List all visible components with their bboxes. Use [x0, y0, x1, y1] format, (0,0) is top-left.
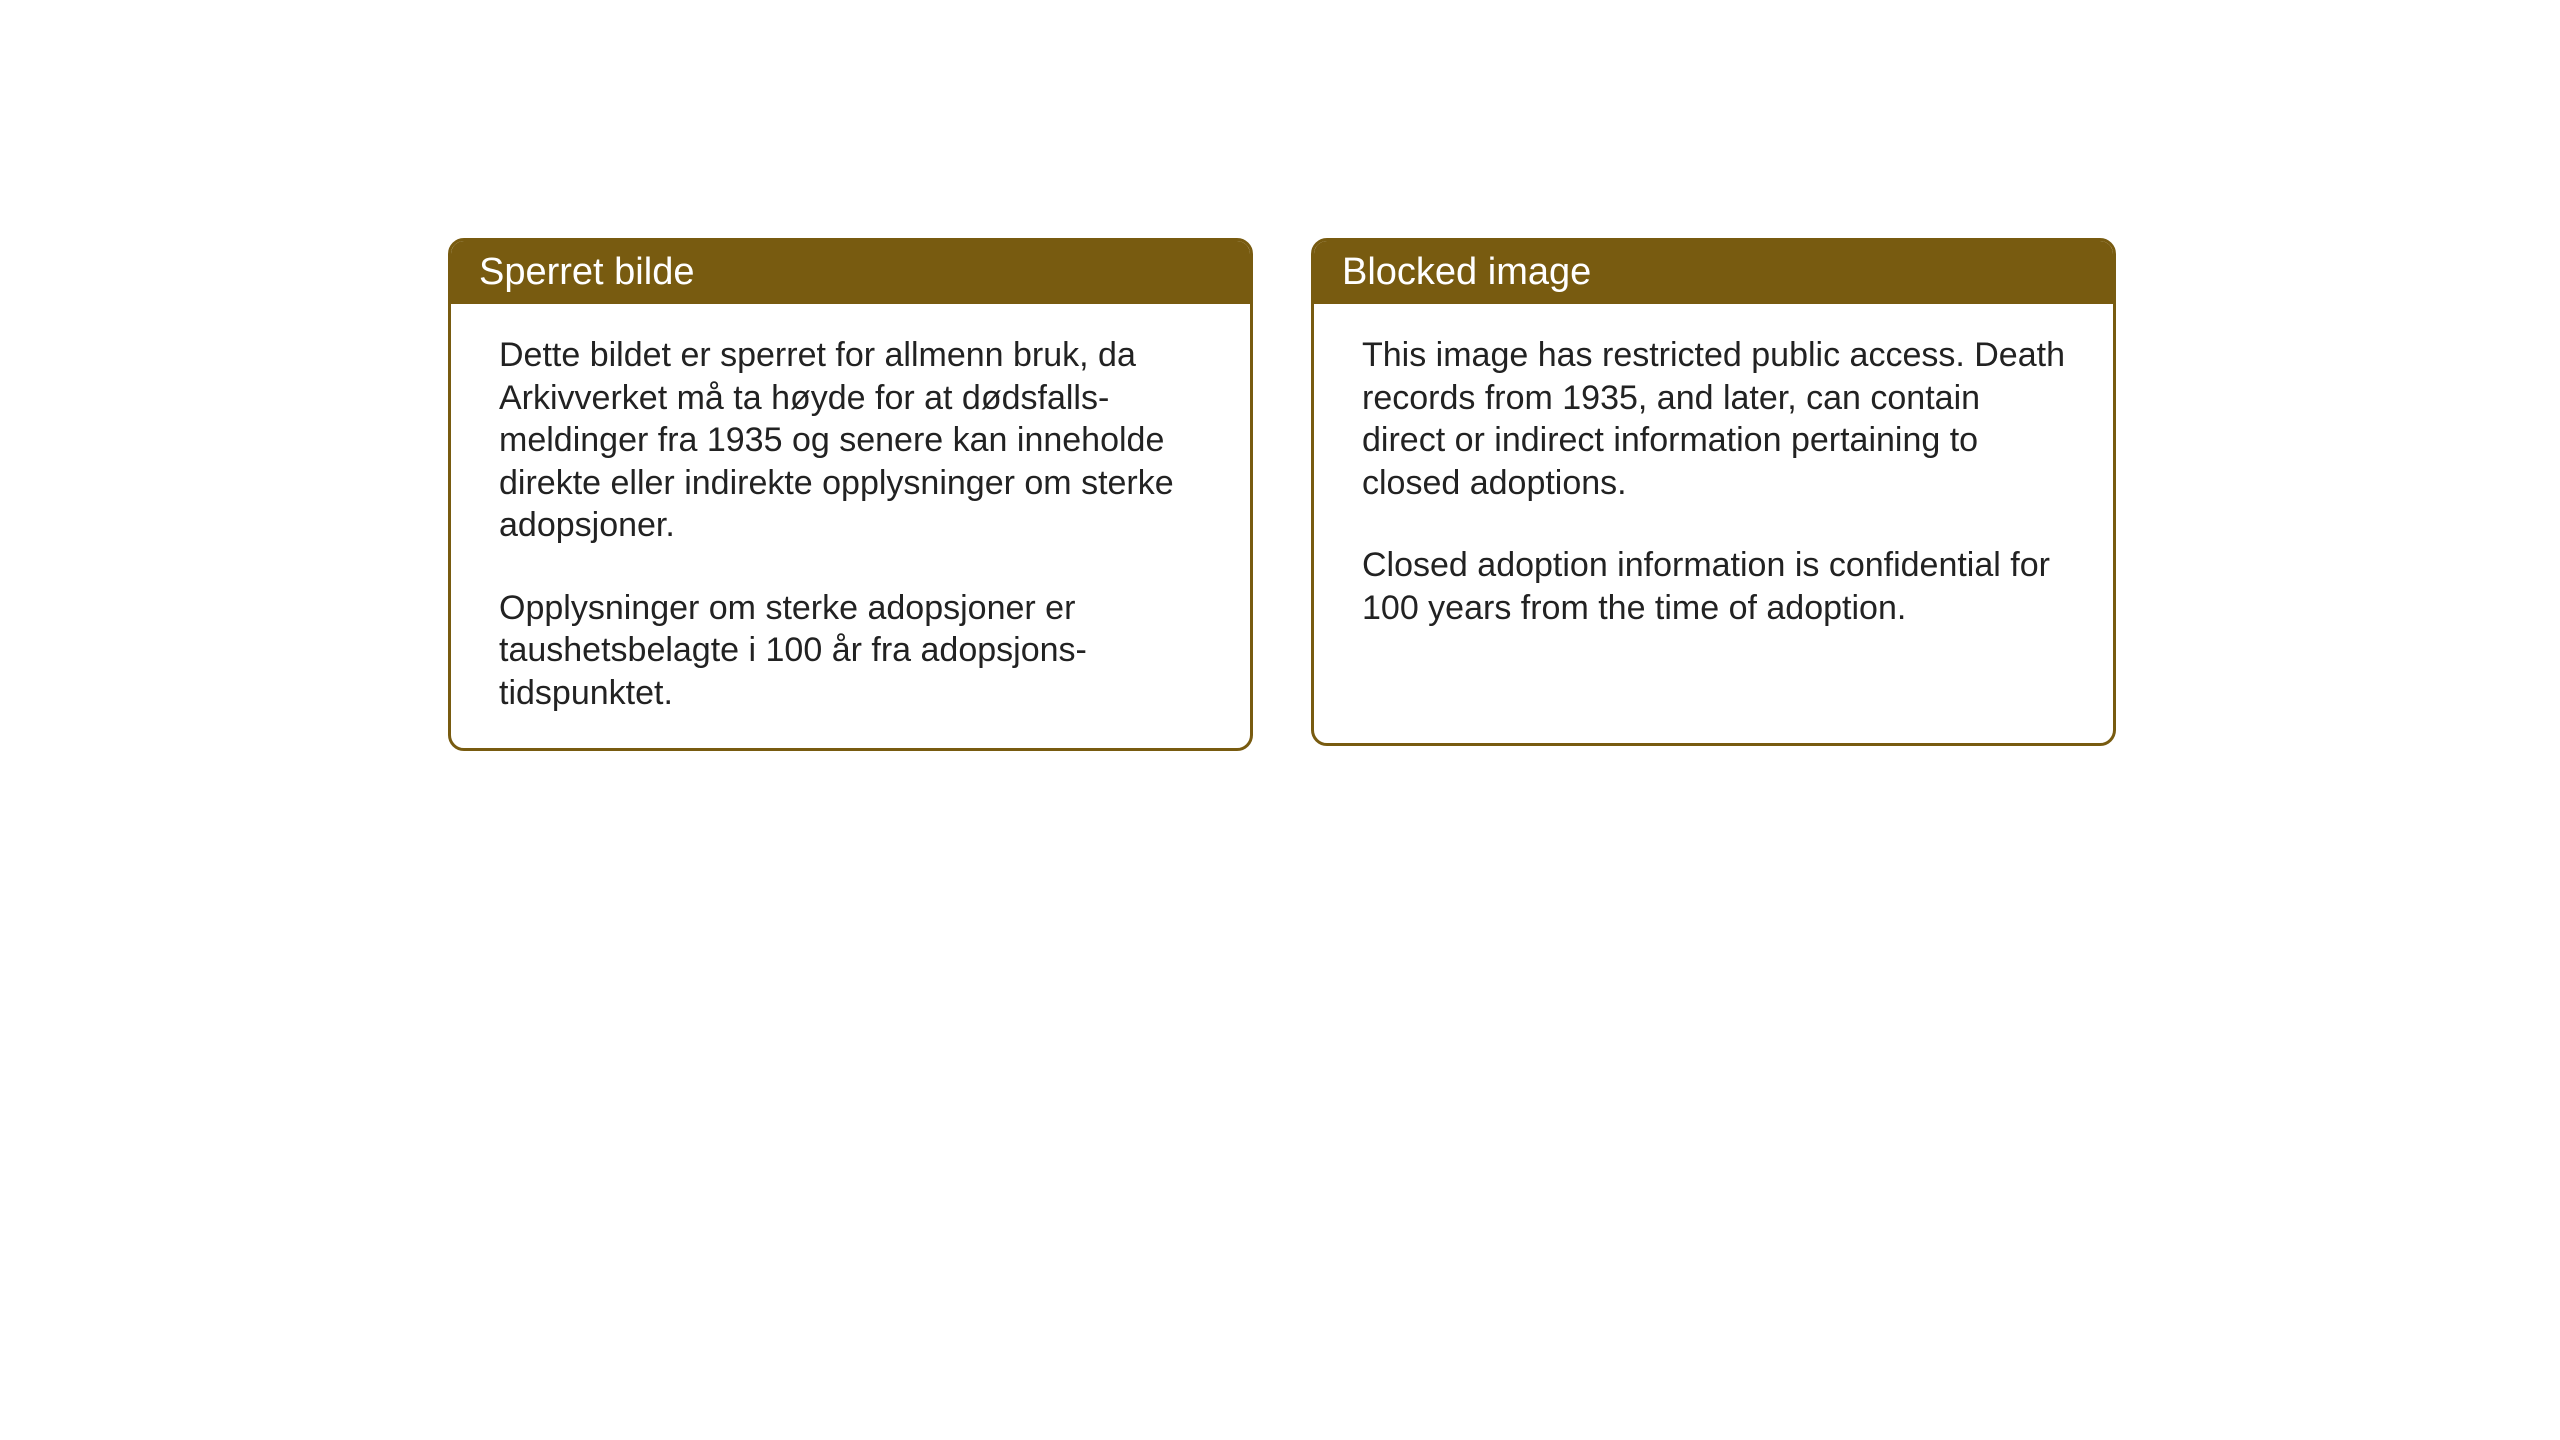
card-title-english: Blocked image: [1342, 251, 1591, 293]
card-header-english: Blocked image: [1314, 241, 2113, 304]
notice-card-norwegian: Sperret bilde Dette bildet er sperret fo…: [448, 238, 1253, 751]
card-body-english: This image has restricted public access.…: [1314, 304, 2113, 663]
notice-card-english: Blocked image This image has restricted …: [1311, 238, 2116, 746]
card-paragraph-2-english: Closed adoption information is confident…: [1362, 544, 2065, 629]
card-header-norwegian: Sperret bilde: [451, 241, 1250, 304]
notice-container: Sperret bilde Dette bildet er sperret fo…: [448, 238, 2116, 751]
card-paragraph-1-english: This image has restricted public access.…: [1362, 334, 2065, 504]
card-paragraph-1-norwegian: Dette bildet er sperret for allmenn bruk…: [499, 334, 1202, 547]
card-title-norwegian: Sperret bilde: [479, 251, 694, 293]
card-paragraph-2-norwegian: Opplysninger om sterke adopsjoner er tau…: [499, 587, 1202, 715]
card-body-norwegian: Dette bildet er sperret for allmenn bruk…: [451, 304, 1250, 748]
